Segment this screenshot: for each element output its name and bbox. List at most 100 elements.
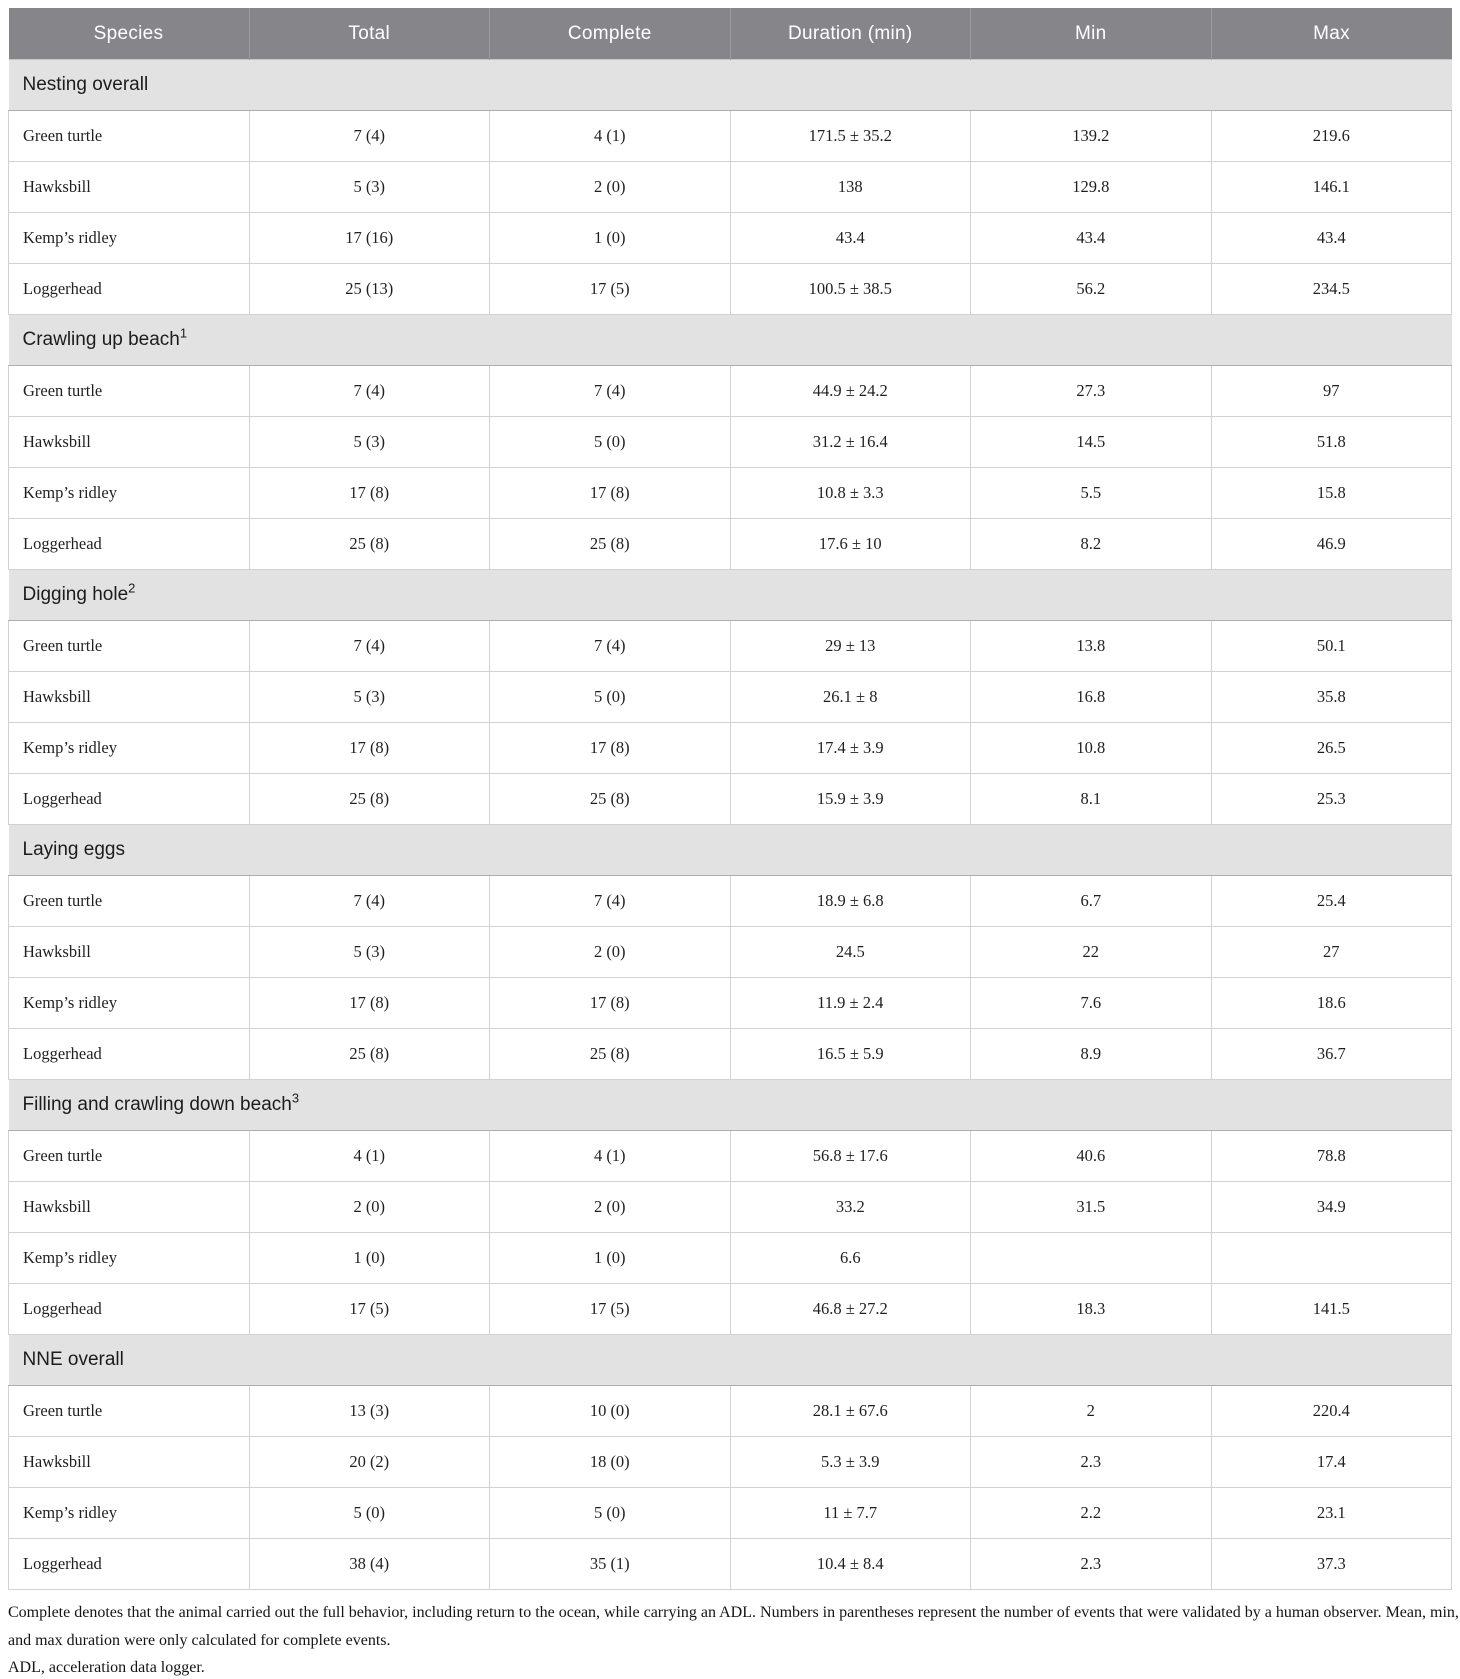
- value-cell: 13 (3): [248, 1385, 490, 1437]
- value-cell: 18.3: [970, 1283, 1212, 1335]
- table-body: Nesting overall Green turtle 7 (4) 4 (1) 171…: [8, 59, 1452, 1590]
- value-cell: 17 (5): [489, 263, 731, 315]
- value-cell: 2 (0): [248, 1181, 490, 1233]
- value-cell: 2.2: [970, 1487, 1212, 1539]
- table-head: Species Total Complete Duration (min) Min Max: [8, 8, 1452, 60]
- section-row: Laying eggs: [8, 824, 1452, 876]
- species-cell: Hawksbill: [8, 926, 250, 978]
- value-cell: [1210, 1232, 1452, 1284]
- species-cell: Hawksbill: [8, 1181, 250, 1233]
- section-footnote-marker: 3: [291, 1090, 300, 1106]
- section-row: Digging hole2: [8, 569, 1452, 621]
- value-cell: 17 (8): [248, 722, 490, 774]
- value-cell: 4 (1): [248, 1130, 490, 1182]
- value-cell: 27: [1210, 926, 1452, 978]
- value-cell: 2 (0): [489, 926, 731, 978]
- value-cell: 1 (0): [248, 1232, 490, 1284]
- value-cell: 50.1: [1210, 620, 1452, 672]
- value-cell: 4 (1): [489, 110, 731, 162]
- value-cell: 27.3: [970, 365, 1212, 417]
- value-cell: 8.1: [970, 773, 1212, 825]
- column-header-max: Max: [1210, 8, 1452, 60]
- species-cell: Green turtle: [8, 1385, 250, 1437]
- species-cell: Loggerhead: [8, 1283, 250, 1335]
- value-cell: 17.6 ± 10: [729, 518, 971, 570]
- column-header-duration-min: Duration (min): [729, 8, 971, 60]
- value-cell: 15.9 ± 3.9: [729, 773, 971, 825]
- value-cell: [970, 1232, 1212, 1284]
- value-cell: 26.5: [1210, 722, 1452, 774]
- value-cell: 7 (4): [489, 875, 731, 927]
- species-cell: Loggerhead: [8, 773, 250, 825]
- table-row: Green turtle 7 (4) 7 (4) 44.9 ± 24.2 27.3 97: [8, 365, 1452, 417]
- value-cell: 25.3: [1210, 773, 1452, 825]
- value-cell: 171.5 ± 35.2: [729, 110, 971, 162]
- value-cell: 2: [970, 1385, 1212, 1437]
- value-cell: 220.4: [1210, 1385, 1452, 1437]
- value-cell: 43.4: [729, 212, 971, 264]
- value-cell: 2.3: [970, 1436, 1212, 1488]
- species-cell: Green turtle: [8, 110, 250, 162]
- table-row: Kemp’s ridley 17 (8) 17 (8) 11.9 ± 2.4 7.6 18…: [8, 977, 1452, 1029]
- value-cell: 25 (8): [489, 1028, 731, 1080]
- table-row: Loggerhead 17 (5) 17 (5) 46.8 ± 27.2 18.3 141…: [8, 1283, 1452, 1335]
- value-cell: 11.9 ± 2.4: [729, 977, 971, 1029]
- value-cell: 56.2: [970, 263, 1212, 315]
- value-cell: 17 (8): [248, 977, 490, 1029]
- species-cell: Loggerhead: [8, 518, 250, 570]
- section-label-text: NNE overall: [22, 1349, 124, 1370]
- value-cell: 31.2 ± 16.4: [729, 416, 971, 468]
- value-cell: 234.5: [1210, 263, 1452, 315]
- table-row: Loggerhead 25 (8) 25 (8) 17.6 ± 10 8.2 46.9: [8, 518, 1452, 570]
- value-cell: 78.8: [1210, 1130, 1452, 1182]
- value-cell: 38 (4): [248, 1538, 490, 1590]
- footnote: ADL, acceleration data logger.: [8, 1654, 1460, 1679]
- value-cell: 23.1: [1210, 1487, 1452, 1539]
- value-cell: 13.8: [970, 620, 1212, 672]
- value-cell: 5 (3): [248, 416, 490, 468]
- value-cell: 18.6: [1210, 977, 1452, 1029]
- value-cell: 139.2: [970, 110, 1212, 162]
- value-cell: 17.4: [1210, 1436, 1452, 1488]
- value-cell: 43.4: [1210, 212, 1452, 264]
- value-cell: 129.8: [970, 161, 1212, 213]
- table-row: Kemp’s ridley 5 (0) 5 (0) 11 ± 7.7 2.2 23.1: [8, 1487, 1452, 1539]
- value-cell: 5 (0): [489, 671, 731, 723]
- value-cell: 141.5: [1210, 1283, 1452, 1335]
- table-row: Green turtle 7 (4) 7 (4) 18.9 ± 6.8 6.7 25.4: [8, 875, 1452, 927]
- section-row: NNE overall: [8, 1334, 1452, 1386]
- value-cell: 25 (8): [248, 518, 490, 570]
- species-cell: Hawksbill: [8, 671, 250, 723]
- value-cell: 46.9: [1210, 518, 1452, 570]
- value-cell: 1 (0): [489, 1232, 731, 1284]
- table-row: Hawksbill 5 (3) 5 (0) 31.2 ± 16.4 14.5 51.8: [8, 416, 1452, 468]
- value-cell: 29 ± 13: [729, 620, 971, 672]
- footnote: Complete denotes that the animal carried…: [8, 1599, 1460, 1654]
- value-cell: 20 (2): [248, 1436, 490, 1488]
- table-row: Kemp’s ridley 17 (16) 1 (0) 43.4 43.4 43.4: [8, 212, 1452, 264]
- species-cell: Hawksbill: [8, 1436, 250, 1488]
- value-cell: 5 (3): [248, 161, 490, 213]
- value-cell: 18 (0): [489, 1436, 731, 1488]
- value-cell: 5 (0): [489, 1487, 731, 1539]
- value-cell: 8.9: [970, 1028, 1212, 1080]
- table-row: Loggerhead 25 (8) 25 (8) 15.9 ± 3.9 8.1 25.3: [8, 773, 1452, 825]
- value-cell: 6.7: [970, 875, 1212, 927]
- species-cell: Kemp’s ridley: [8, 977, 250, 1029]
- value-cell: 219.6: [1210, 110, 1452, 162]
- value-cell: 22: [970, 926, 1212, 978]
- value-cell: 25.4: [1210, 875, 1452, 927]
- value-cell: 17 (8): [489, 722, 731, 774]
- value-cell: 8.2: [970, 518, 1212, 570]
- value-cell: 2.3: [970, 1538, 1212, 1590]
- value-cell: 34.9: [1210, 1181, 1452, 1233]
- value-cell: 43.4: [970, 212, 1212, 264]
- behavior-duration-table: Species Total Complete Duration (min) Min Max…: [8, 8, 1452, 1590]
- column-header-complete: Complete: [489, 8, 730, 60]
- value-cell: 7 (4): [248, 620, 490, 672]
- value-cell: 28.1 ± 67.6: [729, 1385, 971, 1437]
- table-row: Green turtle 7 (4) 7 (4) 29 ± 13 13.8 50.1: [8, 620, 1452, 672]
- value-cell: 5.5: [970, 467, 1212, 519]
- value-cell: 25 (8): [489, 773, 731, 825]
